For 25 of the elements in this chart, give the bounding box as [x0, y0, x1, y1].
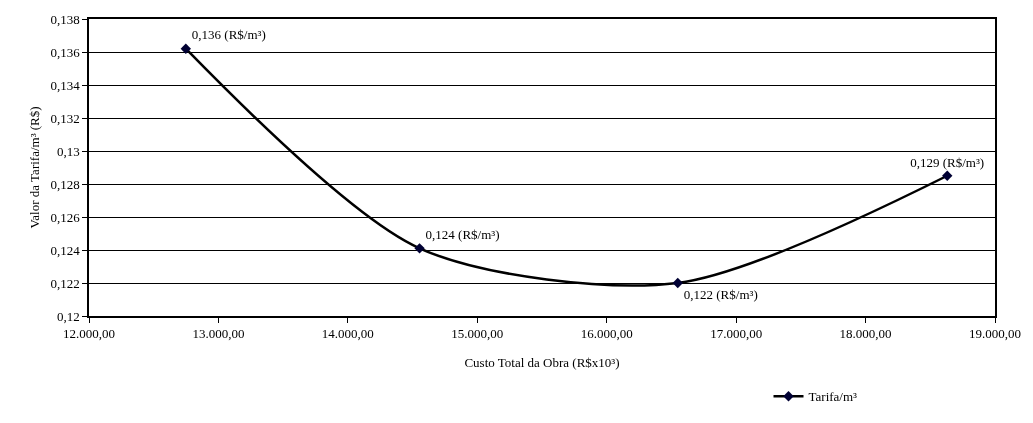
y-tick-label: 0,12	[56, 308, 80, 324]
x-tick-label: 14.000,00	[321, 326, 374, 342]
x-tick-label: 12.000,00	[63, 326, 115, 342]
x-tick-label: 17.000,00	[710, 326, 763, 342]
y-tick-label: 0,122	[50, 275, 80, 291]
y-tick-label: 0,128	[50, 176, 80, 192]
y-tick-label: 0,126	[50, 209, 81, 225]
data-label: 0,136 (R$/m³)	[191, 27, 266, 43]
y-tick-label: 0,136	[50, 44, 81, 60]
x-tick-label: 13.000,00	[192, 326, 245, 342]
y-axis-title: Valor da Tarifa/m³ (R$)	[26, 106, 42, 229]
x-axis-title: Custo Total da Obra (R$x10³)	[464, 355, 620, 371]
y-tick-label: 0,124	[50, 242, 81, 258]
data-label: 0,124 (R$/m³)	[425, 227, 500, 243]
data-label: 0,122 (R$/m³)	[683, 286, 758, 302]
data-label: 0,129 (R$/m³)	[910, 154, 985, 170]
x-tick-label: 19.000,00	[969, 326, 1021, 342]
x-tick-label: 16.000,00	[580, 326, 633, 342]
y-tick-label: 0,132	[50, 110, 80, 126]
x-tick-label: 18.000,00	[839, 326, 892, 342]
y-tick-label: 0,138	[50, 11, 80, 27]
x-tick-label: 15.000,00	[451, 326, 504, 342]
y-tick-label: 0,13	[56, 143, 80, 159]
y-tick-label: 0,134	[50, 77, 81, 93]
legend-label: Tarifa/m³	[808, 389, 858, 405]
